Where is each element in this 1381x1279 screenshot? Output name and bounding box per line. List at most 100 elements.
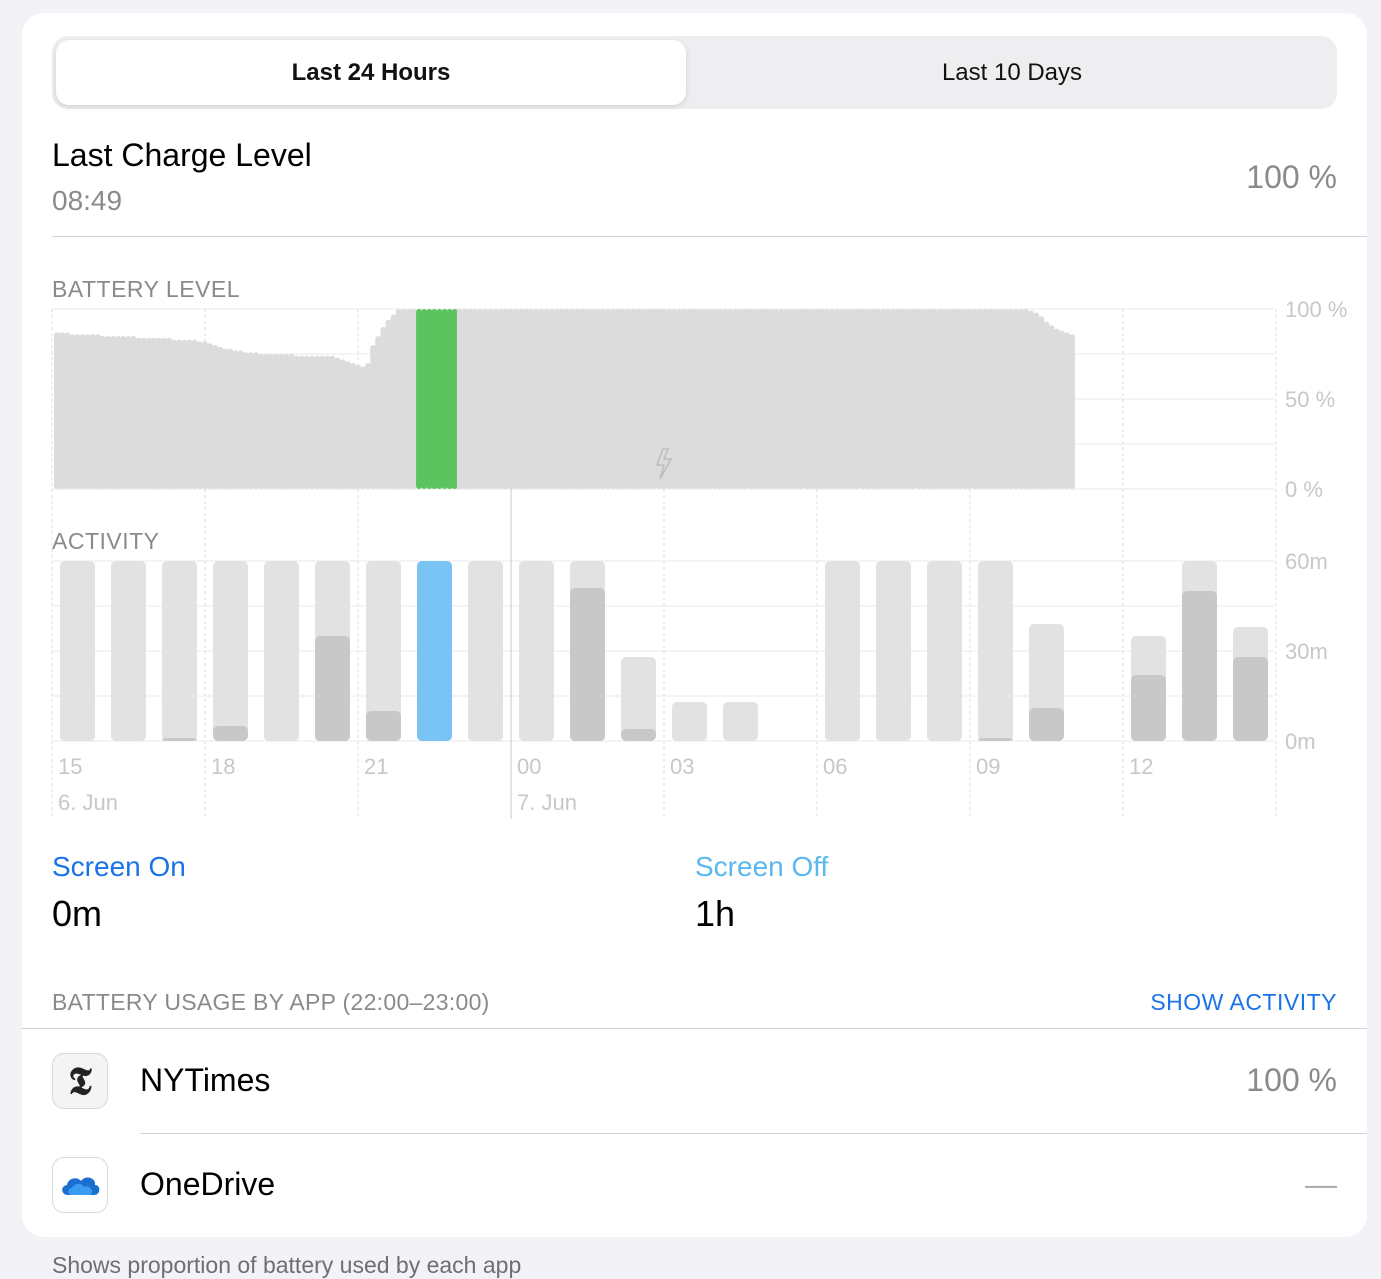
battery-bar — [783, 309, 790, 489]
battery-bar — [365, 363, 372, 489]
battery-bar — [94, 334, 101, 489]
battery-bar — [125, 336, 132, 489]
battery-bar — [201, 341, 208, 489]
tab-last-10-days[interactable]: Last 10 Days — [941, 58, 1083, 86]
battery-bar — [966, 309, 973, 489]
battery-bar — [507, 309, 514, 489]
battery-bar — [905, 309, 912, 489]
activity-bar-total — [213, 561, 248, 741]
battery-level-label: BATTERY LEVEL — [52, 276, 241, 302]
battery-bar — [89, 334, 96, 489]
battery-bar — [268, 354, 275, 489]
battery-bar — [946, 309, 953, 489]
activity-bar-total — [825, 561, 860, 741]
screen-on-label: Screen On — [52, 851, 186, 882]
battery-bar — [502, 309, 509, 489]
battery-bar — [574, 309, 581, 489]
activity-bar-total — [927, 561, 962, 741]
battery-bar — [196, 341, 203, 489]
battery-bar — [757, 309, 764, 489]
battery-bar — [834, 309, 841, 489]
app-row-nytimes[interactable]: 𝕿 NYTimes 100 % — [22, 1030, 1367, 1134]
nytimes-logo-icon: 𝕿 — [52, 1053, 108, 1109]
activity-bar-screen-on — [162, 738, 197, 741]
battery-bar — [212, 345, 219, 489]
battery-bar — [380, 327, 387, 489]
battery-bar — [686, 309, 693, 489]
battery-bar — [283, 354, 290, 489]
battery-bar — [411, 309, 417, 489]
last-charge-value: 100 % — [1246, 159, 1337, 195]
battery-bar — [105, 336, 111, 489]
tab-last-24-hours[interactable]: Last 24 Hours — [56, 40, 686, 105]
activity-bar-total — [519, 561, 554, 741]
x-tick-label: 21 — [364, 754, 388, 779]
activity-bar-total — [468, 561, 503, 741]
battery-bar — [711, 309, 718, 489]
battery-bar — [436, 309, 443, 489]
battery-bar — [961, 309, 968, 489]
battery-bar — [1063, 332, 1070, 489]
divider — [52, 236, 1367, 237]
battery-bar — [655, 309, 662, 489]
battery-bar — [620, 309, 627, 489]
battery-bar — [1048, 325, 1055, 489]
battery-bar — [349, 363, 356, 489]
battery-bar — [885, 309, 892, 489]
battery-bar — [207, 343, 213, 489]
battery-bar — [1012, 309, 1019, 489]
battery-bar — [1023, 309, 1029, 489]
battery-bar — [839, 309, 846, 489]
battery-bar — [778, 309, 785, 489]
battery-bar — [258, 354, 264, 489]
activity-bar-total — [366, 561, 401, 741]
activity-bar-total — [621, 657, 656, 741]
battery-bar — [405, 309, 412, 489]
battery-charts: 100 % 50 % 0 % 60m 30m 0m 15 18 21 00 03 06 09 12 6. J… — [51, 297, 1347, 819]
battery-bar — [977, 309, 984, 489]
battery-bar — [528, 309, 535, 489]
battery-bar — [1068, 334, 1075, 489]
battery-bar — [303, 355, 310, 489]
battery-bar — [252, 352, 259, 489]
time-range-segmented-control: Last 24 Hours Last 10 Days — [52, 36, 1337, 109]
battery-bar — [278, 354, 285, 489]
battery-bar — [864, 309, 871, 489]
battery-bar — [467, 309, 474, 489]
app-usage-value: 100 % — [1246, 1062, 1337, 1098]
battery-bar — [431, 309, 438, 489]
app-usage-value: — — [1305, 1166, 1337, 1202]
battery-bar — [319, 355, 326, 489]
battery-y-tick: 0 % — [1285, 477, 1323, 502]
battery-bar — [890, 309, 897, 489]
battery-bar — [497, 309, 504, 489]
battery-bar — [803, 309, 810, 489]
show-activity-button[interactable]: SHOW ACTIVITY — [1150, 989, 1337, 1015]
battery-bar — [997, 309, 1004, 489]
battery-bar — [140, 337, 147, 489]
battery-bar — [752, 309, 759, 489]
activity-bar-screen-on — [978, 738, 1013, 741]
battery-bar — [472, 309, 479, 489]
battery-bar — [671, 309, 678, 489]
x-tick-label: 06 — [823, 754, 847, 779]
activity-bar-screen-on — [1131, 675, 1166, 741]
battery-bar — [237, 350, 244, 489]
battery-bar — [538, 309, 545, 489]
battery-bar — [110, 336, 117, 489]
activity-label: ACTIVITY — [52, 528, 160, 554]
battery-bar — [523, 309, 530, 489]
battery-bar — [1038, 316, 1045, 489]
battery-bar — [569, 309, 576, 489]
battery-bar — [676, 309, 683, 489]
app-row-onedrive[interactable]: OneDrive — — [22, 1134, 1367, 1237]
battery-bar — [441, 309, 448, 489]
battery-bar — [609, 309, 616, 489]
battery-bar — [370, 345, 377, 489]
battery-bar — [732, 309, 739, 489]
date-label: 6. Jun — [58, 790, 118, 815]
battery-bar — [334, 357, 341, 489]
battery-bar — [1002, 309, 1009, 489]
last-charge-time: 08:49 — [52, 185, 123, 216]
battery-bar — [130, 336, 137, 489]
